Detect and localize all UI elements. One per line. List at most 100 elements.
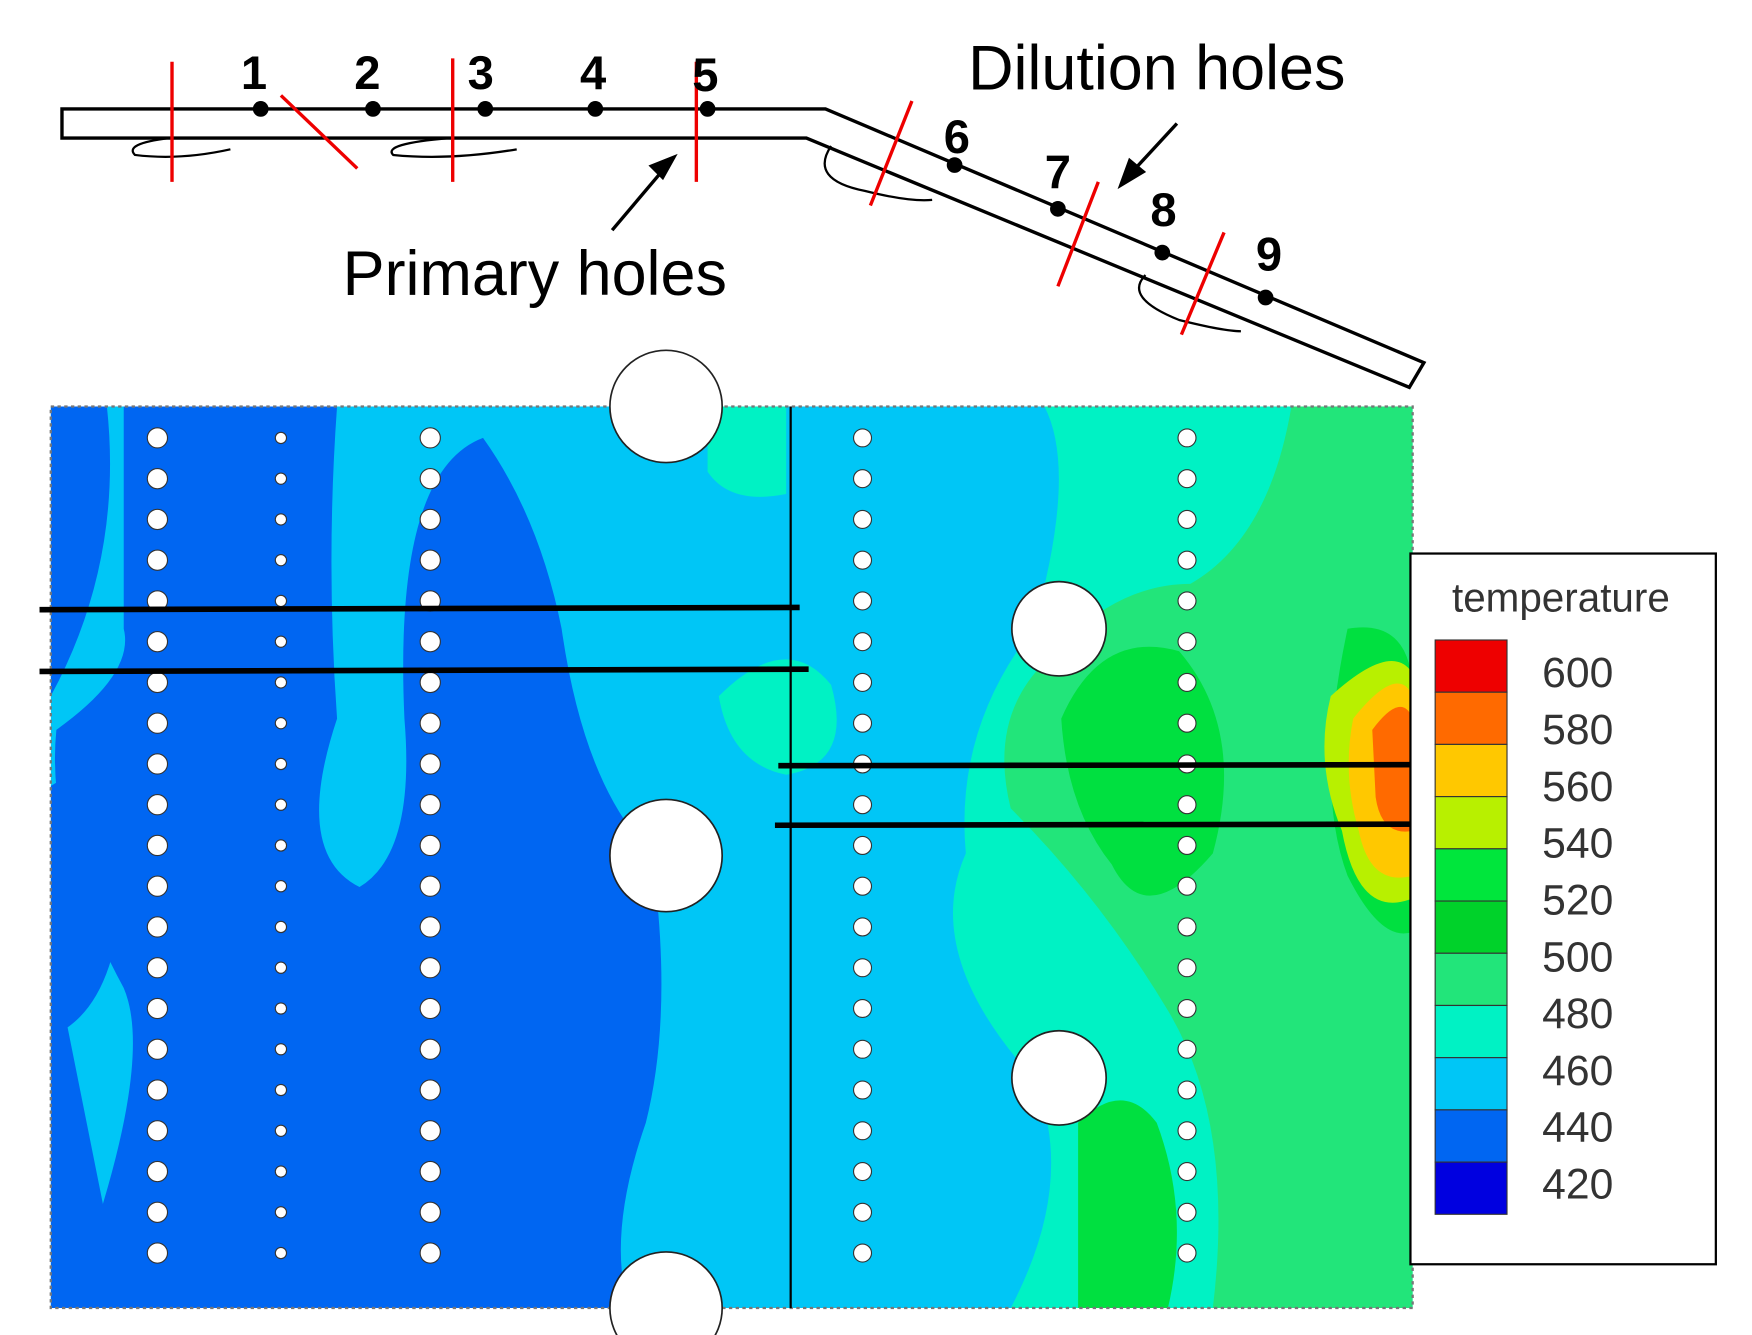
cooling-hole — [274, 553, 288, 567]
cooling-hole — [419, 1120, 441, 1142]
cooling-hole — [852, 917, 873, 937]
cooling-hole — [146, 875, 169, 897]
legend-level: 600 — [1542, 649, 1613, 697]
cooling-hole — [146, 671, 169, 694]
legend-swatch — [1434, 1004, 1508, 1059]
cooling-hole — [419, 508, 441, 531]
cooling-hole — [146, 1201, 169, 1223]
liner-wall — [60, 107, 1427, 390]
cooling-hole — [419, 1079, 441, 1101]
cooling-hole — [1177, 632, 1197, 652]
cooling-lip — [390, 136, 517, 158]
cooling-hole — [419, 671, 441, 694]
cooling-hole — [274, 1043, 288, 1056]
cooling-hole — [1177, 1243, 1197, 1263]
cooling-hole — [852, 428, 873, 448]
cooling-hole — [852, 1202, 873, 1222]
station-label: 9 — [1256, 228, 1282, 281]
station-label: 7 — [1045, 146, 1071, 199]
cooling-hole — [852, 550, 873, 570]
cooling-hole — [146, 1079, 169, 1101]
cooling-hole — [852, 1243, 873, 1263]
cooling-hole — [146, 1242, 169, 1264]
cooling-hole — [146, 753, 169, 775]
primary-label: Primary holes — [343, 239, 727, 309]
legend-swatch — [1434, 1161, 1508, 1215]
cooling-hole — [146, 712, 169, 734]
cooling-hole — [852, 469, 873, 489]
station-label: 8 — [1150, 183, 1176, 236]
cooling-hole — [146, 1120, 169, 1142]
cooling-hole — [852, 958, 873, 978]
cooling-hole — [274, 431, 288, 445]
cooling-hole — [1177, 1080, 1197, 1100]
cooling-hole — [1177, 795, 1197, 815]
cooling-hole — [419, 467, 441, 490]
legend-level: 480 — [1542, 990, 1613, 1038]
cooling-hole — [274, 757, 288, 771]
arrow-head — [1117, 157, 1147, 190]
legend-swatch — [1434, 900, 1508, 954]
contour-map — [39, 349, 1440, 1335]
cut-lines — [170, 58, 1226, 336]
cooling-lip — [131, 136, 231, 158]
legend-level: 560 — [1542, 763, 1613, 811]
cooling-hole — [146, 834, 169, 857]
cooling-hole — [419, 631, 441, 653]
cooling-hole — [852, 632, 873, 652]
cooling-hole — [419, 794, 441, 816]
cooling-hole — [274, 920, 288, 934]
cooling-hole — [852, 1080, 873, 1100]
cooling-hole — [146, 427, 169, 449]
legend-swatch — [1434, 639, 1508, 693]
cooling-hole — [146, 467, 169, 490]
cooling-hole — [852, 591, 873, 611]
cooling-hole — [146, 1038, 169, 1060]
cooling-hole — [419, 1038, 441, 1060]
big-holes — [609, 349, 1108, 1335]
cooling-hole — [419, 916, 441, 938]
legend-swatch — [1434, 952, 1508, 1007]
cooling-hole — [146, 631, 169, 653]
cooling-hole — [1177, 958, 1197, 978]
cooling-hole — [852, 1039, 873, 1059]
cooling-hole — [1177, 1039, 1197, 1059]
cooling-hole — [274, 717, 288, 730]
cooling-hole — [274, 1165, 288, 1178]
cooling-hole — [274, 1124, 288, 1137]
cooling-hole — [1177, 509, 1197, 529]
cooling-hole — [274, 472, 288, 485]
legend-title: temperature — [1452, 574, 1670, 620]
cooling-hole — [274, 1246, 288, 1260]
station-label: 6 — [944, 110, 970, 163]
cooling-hole — [1177, 835, 1197, 856]
dilution-label: Dilution holes — [968, 34, 1345, 104]
cooling-hole — [419, 997, 441, 1020]
cooling-hole — [274, 594, 288, 608]
cooling-hole — [274, 513, 288, 526]
cooling-hole — [852, 795, 873, 815]
cooling-hole — [852, 509, 873, 529]
cooling-hole — [852, 1161, 873, 1182]
cooling-hole — [852, 713, 873, 733]
station-label: 4 — [580, 46, 606, 99]
cooling-hole — [1177, 917, 1197, 937]
cooling-hole — [146, 997, 169, 1020]
station-label: 2 — [354, 46, 380, 99]
cooling-hole — [1177, 550, 1197, 570]
cooling-hole — [274, 1206, 288, 1219]
cooling-hole — [146, 1160, 169, 1183]
legend-level: 460 — [1542, 1047, 1613, 1095]
cooling-hole — [274, 880, 288, 893]
cooling-hole — [419, 1201, 441, 1223]
cooling-hole — [1177, 998, 1197, 1019]
cooling-hole — [419, 712, 441, 734]
cooling-hole — [274, 676, 288, 689]
cooling-hole — [274, 1002, 288, 1015]
cooling-hole — [852, 876, 873, 896]
cooling-hole — [274, 798, 288, 811]
cooling-hole — [419, 834, 441, 857]
legend-swatch — [1434, 1057, 1508, 1111]
cooling-hole — [419, 1160, 441, 1183]
